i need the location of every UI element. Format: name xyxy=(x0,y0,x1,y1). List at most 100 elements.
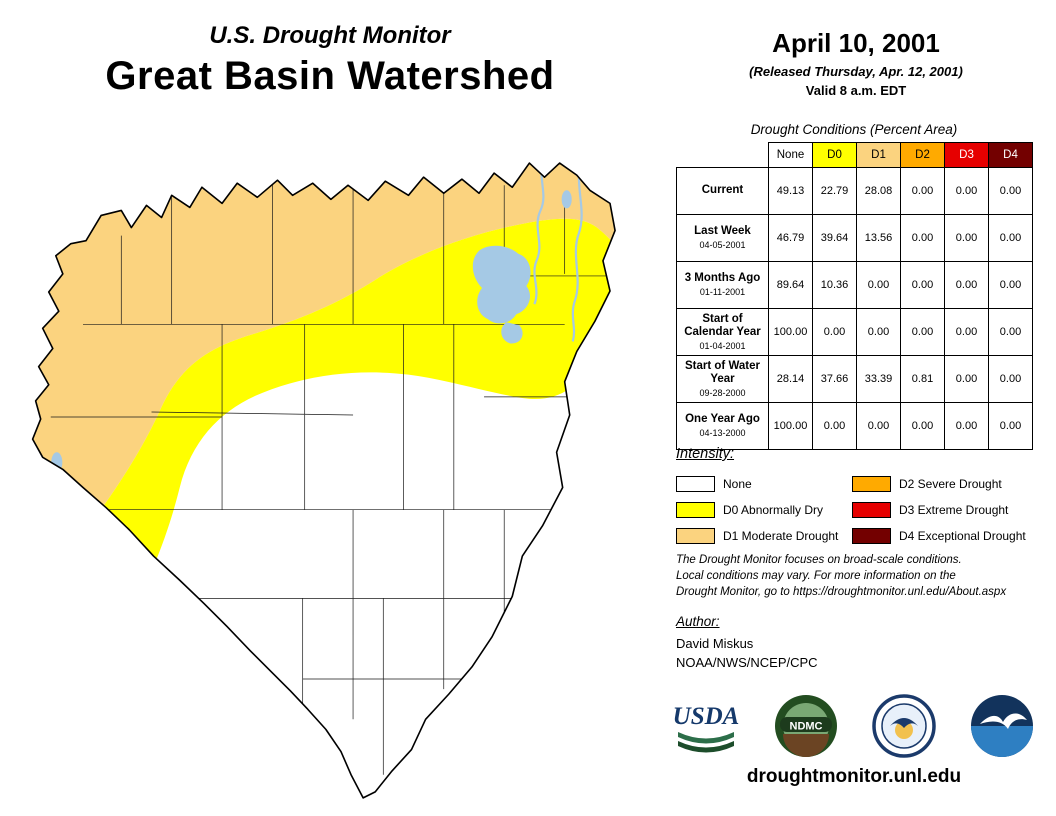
row-label: Current xyxy=(676,167,769,215)
d0-swatch xyxy=(676,502,715,518)
utah-lake xyxy=(501,322,523,344)
row-label-text: One Year Ago xyxy=(685,413,760,426)
table-cell: 49.13 xyxy=(768,167,813,215)
usdm-supertitle: U.S. Drought Monitor xyxy=(209,22,451,49)
row-sublabel: 01-04-2001 xyxy=(699,340,746,351)
table-cell: 0.00 xyxy=(944,402,989,450)
table-cell: 22.79 xyxy=(812,167,857,215)
table-header-row: None D0 D1 D2 D3 D4 xyxy=(676,142,1033,168)
ndmc-banner xyxy=(780,717,832,732)
ndmc-earth-band xyxy=(783,734,829,757)
d2-swatch xyxy=(852,476,891,492)
legend-item-d2: D2 Severe Drought xyxy=(852,471,1040,497)
table-cell: 100.00 xyxy=(768,308,813,356)
released-date: (Released Thursday, Apr. 12, 2001) xyxy=(749,64,963,79)
droughtmonitor-url: droughtmonitor.unl.edu xyxy=(746,766,962,787)
disclaimer-line: Local conditions may vary. For more info… xyxy=(676,570,956,583)
table-cell: 0.00 xyxy=(944,355,989,403)
table-cell: 0.00 xyxy=(944,214,989,262)
bear-lake xyxy=(561,190,572,209)
watershed-map-svg xyxy=(31,162,616,799)
table-cell: 0.00 xyxy=(812,308,857,356)
table-cell: 0.00 xyxy=(900,167,945,215)
author-section: Author: David Miskus NOAA/NWS/NCEP/CPC xyxy=(676,614,818,670)
table-cell: 0.00 xyxy=(988,261,1033,309)
legend-item-d3: D3 Extreme Drought xyxy=(852,497,1040,523)
valid-time: Valid 8 a.m. EDT xyxy=(805,83,907,98)
legend-label: D2 Severe Drought xyxy=(899,477,1002,491)
table-cell: 100.00 xyxy=(768,402,813,450)
usda-logo-text: USDA xyxy=(673,703,740,730)
row-label: Last Week 04-05-2001 xyxy=(676,214,769,262)
column-header-d1: D1 xyxy=(856,142,901,168)
author-heading: Author: xyxy=(676,614,720,629)
row-label-text: Start of Water Year xyxy=(685,359,760,386)
table-cell: 0.00 xyxy=(988,308,1033,356)
agency-logos: USDA NDMC xyxy=(672,688,1034,764)
row-sublabel: 04-13-2000 xyxy=(699,427,746,438)
table-title: Drought Conditions (Percent Area) xyxy=(750,122,958,137)
intensity-legend: Intensity: None D0 Abnormally Dry D1 Mod… xyxy=(676,446,1040,549)
watershed-outline xyxy=(31,162,616,799)
table-row-current: Current 49.13 22.79 28.08 0.00 0.00 0.00 xyxy=(676,167,1033,215)
noaa-sea xyxy=(971,726,1033,757)
table-cell: 37.66 xyxy=(812,355,857,403)
d1-swatch xyxy=(676,528,715,544)
table-cell: 0.00 xyxy=(900,261,945,309)
table-cell: 0.00 xyxy=(944,167,989,215)
table-cell: 0.00 xyxy=(988,167,1033,215)
column-header-d4: D4 xyxy=(988,142,1033,168)
table-row-start-water-year: Start of Water Year 09-28-2000 28.14 37.6… xyxy=(676,355,1033,403)
table-cell: 28.14 xyxy=(768,355,813,403)
table-cell: 10.36 xyxy=(812,261,857,309)
drought-conditions-table: None D0 D1 D2 D3 D4 Current 49.13 22.79 … xyxy=(676,142,1033,450)
county-boundaries xyxy=(50,183,614,775)
legend-item-d4: D4 Exceptional Drought xyxy=(852,523,1040,549)
table-cell: 13.56 xyxy=(856,214,901,262)
commerce-torch xyxy=(895,721,913,739)
legend-label: D1 Moderate Drought xyxy=(723,529,839,543)
table-cell: 0.00 xyxy=(856,402,901,450)
legend-item-none: None xyxy=(676,471,852,497)
legend-item-d1: D1 Moderate Drought xyxy=(676,523,852,549)
table-row-start-calendar-year: Start of Calendar Year 01-04-2001 100.00 … xyxy=(676,308,1033,356)
row-sublabel: 04-05-2001 xyxy=(699,239,746,250)
river-bear xyxy=(533,163,546,305)
commerce-logo xyxy=(872,694,936,758)
d4-swatch xyxy=(852,528,891,544)
table-cell: 0.00 xyxy=(856,308,901,356)
row-label-text: Start of Calendar Year xyxy=(684,312,761,339)
table-cell: 0.00 xyxy=(900,214,945,262)
table-cell: 28.08 xyxy=(856,167,901,215)
ndmc-logo-text: NDMC xyxy=(790,721,823,733)
row-label: Start of Water Year 09-28-2000 xyxy=(676,355,769,403)
map-date: April 10, 2001 xyxy=(772,28,940,58)
row-label-text: Current xyxy=(701,183,744,196)
map-title-block: U.S. Drought Monitor Great Basin Watersh… xyxy=(30,22,630,99)
column-header-d0: D0 xyxy=(812,142,857,168)
column-header-d2: D2 xyxy=(900,142,945,168)
usda-swoosh-upper xyxy=(678,732,734,744)
ndmc-logo: NDMC xyxy=(775,695,837,757)
drought-conditions-section: Drought Conditions (Percent Area) None D… xyxy=(676,122,1033,450)
author-org: NOAA/NWS/NCEP/CPC xyxy=(676,655,818,670)
table-cell: 0.00 xyxy=(900,402,945,450)
column-header-d3: D3 xyxy=(944,142,989,168)
table-cell: 0.00 xyxy=(812,402,857,450)
author-name: David Miskus xyxy=(676,636,754,651)
table-row-last-week: Last Week 04-05-2001 46.79 39.64 13.56 0.… xyxy=(676,214,1033,262)
row-label: One Year Ago 04-13-2000 xyxy=(676,402,769,450)
legend-grid: None D0 Abnormally Dry D1 Moderate Droug… xyxy=(676,471,1040,549)
table-cell: 33.39 xyxy=(856,355,901,403)
table-cell: 0.00 xyxy=(856,261,901,309)
table-cell: 46.79 xyxy=(768,214,813,262)
great-salt-lake xyxy=(472,245,531,324)
noaa-logo xyxy=(971,695,1033,757)
row-label-text: Last Week xyxy=(694,225,751,238)
table-cell: 39.64 xyxy=(812,214,857,262)
row-sublabel: 01-11-2001 xyxy=(699,286,746,297)
row-label: 3 Months Ago 01-11-2001 xyxy=(676,261,769,309)
drought-map xyxy=(18,155,673,810)
table-cell: 0.00 xyxy=(988,355,1033,403)
noaa-gull xyxy=(980,713,1027,729)
